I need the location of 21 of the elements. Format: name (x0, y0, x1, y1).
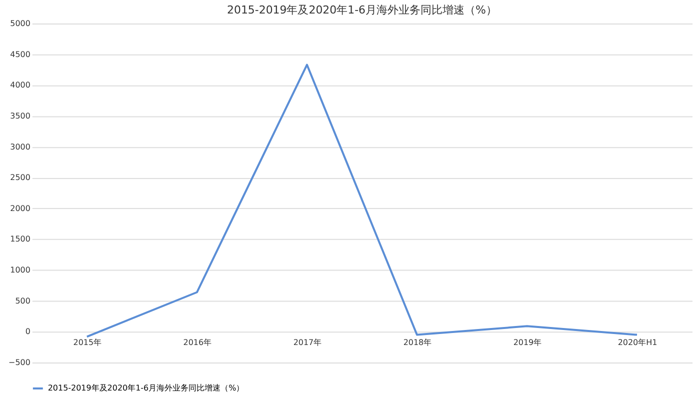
y-tick-label: 500 (15, 296, 30, 306)
y-tick-label: 4000 (10, 80, 30, 90)
x-tick-label: 2018年 (403, 338, 432, 348)
y-tick-label: 2000 (10, 204, 30, 213)
y-tick-label: 0 (25, 327, 30, 336)
y-tick-label: 4500 (10, 50, 30, 59)
x-tick-label: 2020年H1 (618, 338, 658, 348)
x-tick-label: 2015年 (73, 338, 102, 348)
chart-title: 2015-2019年及2020年1-6月海外业务同比增速（%） (227, 4, 497, 17)
y-tick-label: 1500 (10, 234, 30, 244)
y-tick-label: 3000 (10, 142, 30, 152)
x-tick-label: 2017年 (293, 338, 322, 348)
x-tick-label: 2016年 (183, 338, 212, 348)
y-tick-label: 1000 (10, 266, 30, 275)
y-tick-label: 5000 (10, 18, 30, 28)
y-tick-label: −500 (8, 358, 30, 368)
y-tick-label: 2500 (10, 173, 30, 182)
line-series (86, 64, 638, 338)
x-tick-label: 2019年 (513, 338, 542, 348)
y-tick-label: 3500 (10, 111, 30, 120)
legend-label: 2015-2019年及2020年1-6月海外业务同比增速（%） (48, 383, 244, 392)
